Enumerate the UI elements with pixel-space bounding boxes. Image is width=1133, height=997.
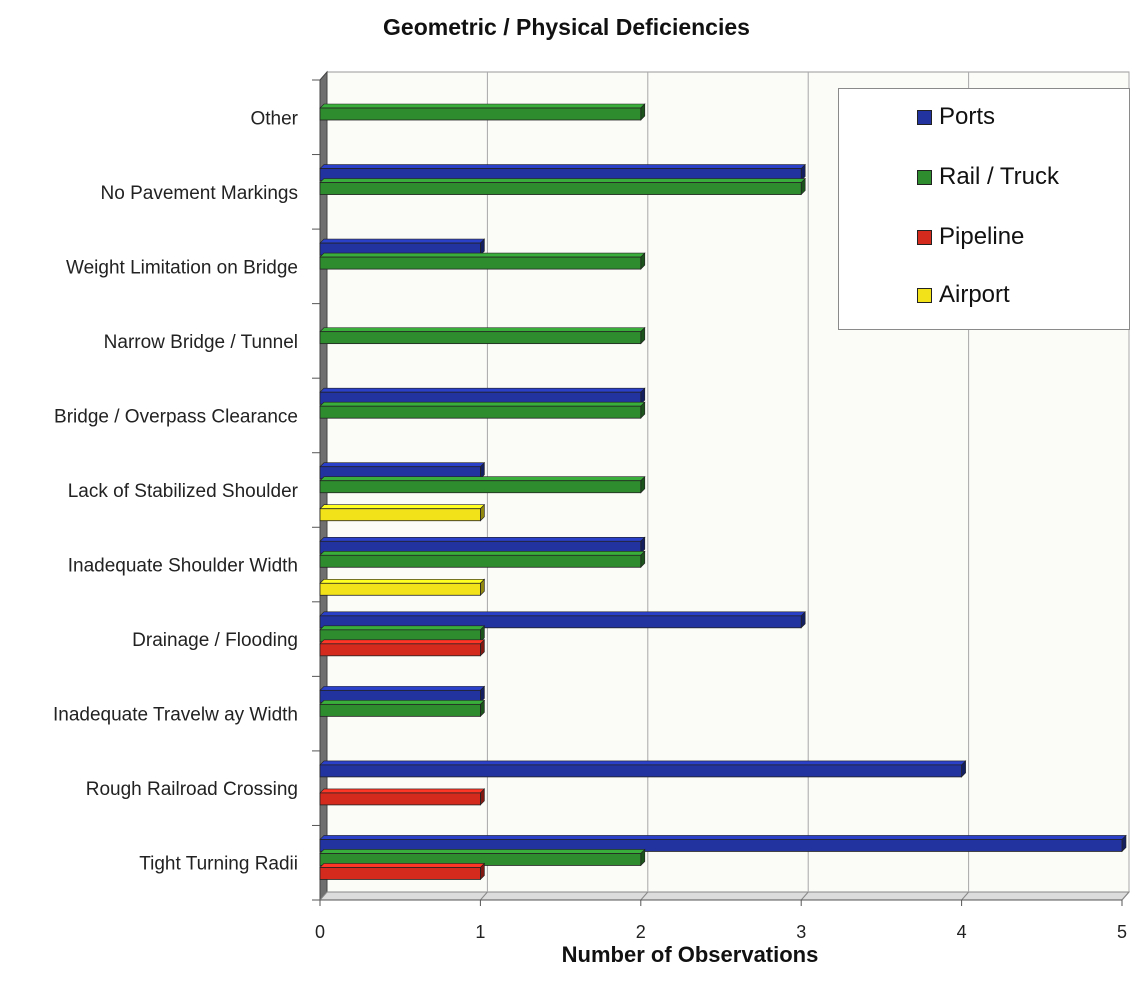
bar-inadequate-shoulder-width-ports	[319, 536, 646, 554]
bar-tight-turning-radii-pipeline	[319, 862, 486, 881]
bar-no-pavement-markings-rail-truck	[319, 177, 806, 196]
bar-lack-of-stabilized-shoulder-ports	[319, 462, 486, 480]
legend-swatch-rail-truck	[917, 169, 932, 185]
bar-drainage-flooding-pipeline	[319, 639, 486, 657]
bar-tight-turning-radii-rail-truck	[319, 848, 646, 867]
legend-swatch-ports	[917, 109, 932, 125]
bar-weight-limitation-on-bridge-rail-truck	[319, 252, 646, 270]
category-label-lack-of-stabilized-shoulder: Lack of Stabilized Shoulder	[68, 481, 299, 502]
x-axis-title: Number of Observations	[561, 942, 819, 967]
bar-weight-limitation-on-bridge-ports	[319, 238, 486, 256]
category-label-no-pavement-markings: No Pavement Markings	[101, 183, 298, 204]
category-label-other: Other	[250, 108, 298, 129]
category-label-inadequate-shoulder-width: Inadequate Shoulder Width	[68, 556, 298, 577]
bar-lack-of-stabilized-shoulder-rail-truck	[319, 476, 646, 494]
category-label-weight-limitation-on-bridge: Weight Limitation on Bridge	[66, 257, 298, 278]
gridline-floor	[800, 891, 809, 901]
legend-label-ports: Ports	[939, 103, 996, 130]
gridline-floor	[961, 891, 969, 901]
x-tick-label: 3	[796, 922, 806, 942]
bar-drainage-flooding-ports	[319, 611, 806, 629]
bar-rough-railroad-crossing-ports	[319, 760, 967, 778]
bar-inadequate-travelw-ay-width-ports	[319, 685, 486, 704]
gridline-floor	[640, 891, 649, 901]
legend-swatch-pipeline	[917, 229, 932, 245]
bar-narrow-bridge-tunnel-rail-truck	[319, 326, 646, 345]
category-label-bridge-overpass-clearance: Bridge / Overpass Clearance	[54, 406, 298, 427]
legend-swatch-airport	[917, 287, 932, 303]
legend-item-pipeline: Pipeline	[917, 223, 1024, 251]
legend-item-rail-truck: Rail / Truck	[917, 163, 1059, 191]
legend: Ports Rail / Truck Pipeline Airport	[838, 88, 1130, 330]
bar-tight-turning-radii-ports	[319, 834, 1127, 853]
bar-lack-of-stabilized-shoulder-airport	[319, 504, 486, 522]
floor	[318, 891, 1131, 901]
gridline-floor	[1121, 891, 1130, 901]
bar-inadequate-shoulder-width-airport	[319, 578, 486, 596]
x-tick-label: 5	[1117, 922, 1127, 942]
x-tick-labels: 0 1 2 3 4 5	[315, 922, 1127, 942]
bar-rough-railroad-crossing-pipeline	[319, 788, 486, 806]
legend-label-airport: Airport	[939, 281, 1010, 308]
bar-inadequate-travelw-ay-width-rail-truck	[319, 699, 486, 718]
category-label-inadequate-travelw-ay-width: Inadequate Travelw ay Width	[53, 705, 298, 726]
category-label-rough-railroad-crossing: Rough Railroad Crossing	[86, 779, 298, 800]
legend-label-pipeline: Pipeline	[939, 223, 1025, 250]
bar-bridge-overpass-clearance-rail-truck	[319, 401, 646, 419]
legend-item-airport: Airport	[917, 281, 1010, 309]
bar-other-rail-truck	[319, 103, 646, 121]
legend-label-rail-truck: Rail / Truck	[939, 163, 1060, 190]
legend-item-ports: Ports	[917, 103, 995, 131]
bar-drainage-flooding-rail-truck	[319, 625, 486, 643]
x-tick-label: 4	[957, 922, 967, 942]
chart-title: Geometric / Physical Deficiencies	[383, 14, 750, 40]
x-tick-label: 0	[315, 922, 325, 942]
x-tick-label: 1	[475, 922, 485, 942]
x-tick-label: 2	[636, 922, 646, 942]
category-label-tight-turning-radii: Tight Turning Radii	[139, 854, 298, 875]
bar-bridge-overpass-clearance-ports	[319, 387, 646, 405]
gridline-floor	[480, 891, 488, 901]
bar-no-pavement-markings-ports	[319, 163, 806, 182]
category-labels: Other No Pavement Markings Weight Limitati…	[53, 108, 299, 874]
bar-inadequate-shoulder-width-rail-truck	[319, 550, 646, 568]
bars	[319, 103, 1127, 881]
category-label-drainage-flooding: Drainage / Flooding	[132, 630, 298, 651]
category-label-narrow-bridge-tunnel: Narrow Bridge / Tunnel	[104, 332, 298, 353]
